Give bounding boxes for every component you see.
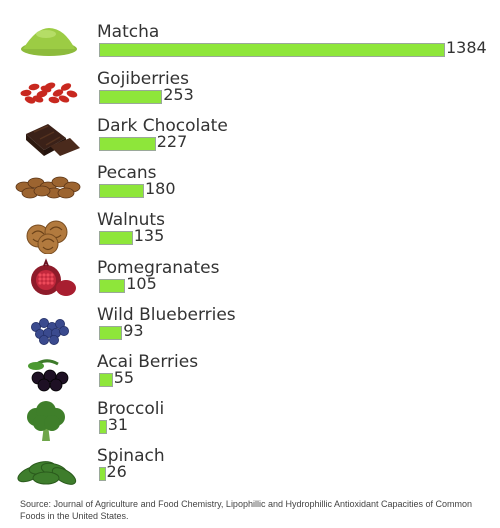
walnuts-icon xyxy=(26,220,68,255)
category-label: Wild Blueberries xyxy=(97,304,236,325)
bar xyxy=(99,231,133,246)
acai-berries-icon xyxy=(28,359,69,392)
gojiberries-icon xyxy=(20,82,78,104)
value-label: 1384 xyxy=(446,38,487,57)
category-label: Gojiberries xyxy=(97,69,189,90)
chart-row: Pomegranates 105 xyxy=(0,258,500,305)
category-label: Walnuts xyxy=(97,210,165,231)
value-label: 105 xyxy=(126,273,157,293)
chart-row: Spinach 26 xyxy=(0,446,500,493)
category-label: Pomegranates xyxy=(97,257,220,278)
bar xyxy=(99,419,107,434)
matcha-powder-icon xyxy=(21,28,77,56)
category-label: Matcha xyxy=(97,22,160,42)
pomegranate-icon xyxy=(31,257,76,296)
bar xyxy=(99,372,113,387)
value-label: 31 xyxy=(107,414,129,434)
blueberries-icon xyxy=(30,317,70,345)
chart-row: Broccoli 31 xyxy=(0,399,500,446)
bar xyxy=(99,466,106,481)
bar xyxy=(99,184,144,199)
value-label: 93 xyxy=(123,320,144,340)
category-label: Spinach xyxy=(97,445,165,466)
broccoli-icon xyxy=(27,400,65,441)
category-label: Acai Berries xyxy=(97,351,199,372)
bar xyxy=(99,43,445,57)
pecans-icon xyxy=(15,176,81,199)
chart-row: Matcha 1384 xyxy=(0,22,500,69)
chart-row: Walnuts 135 xyxy=(0,210,500,257)
bar xyxy=(99,137,156,152)
category-label: Pecans xyxy=(97,163,157,184)
chart-row: Dark Chocolate 227 xyxy=(0,116,500,163)
chart-row: Acai Berries 55 xyxy=(0,352,500,399)
chart-row: Pecans 180 xyxy=(0,163,500,210)
value-label: 135 xyxy=(133,226,165,246)
value-label: 55 xyxy=(113,367,135,387)
value-label: 227 xyxy=(156,132,188,152)
category-label: Broccoli xyxy=(97,398,165,419)
bar xyxy=(99,278,126,293)
bar xyxy=(99,90,163,105)
chart-row: Wild Blueberries 93 xyxy=(0,305,500,352)
value-label: 253 xyxy=(163,85,194,105)
category-label: Dark Chocolate xyxy=(97,116,228,137)
source-note: Source: Journal of Agriculture and Food … xyxy=(20,499,473,521)
dark-chocolate-icon xyxy=(26,124,80,157)
value-label: 180 xyxy=(145,179,176,199)
chart-row: Gojiberries 253 xyxy=(0,69,500,116)
bar xyxy=(99,325,123,340)
spinach-icon xyxy=(17,461,77,485)
value-label: 26 xyxy=(106,461,127,481)
